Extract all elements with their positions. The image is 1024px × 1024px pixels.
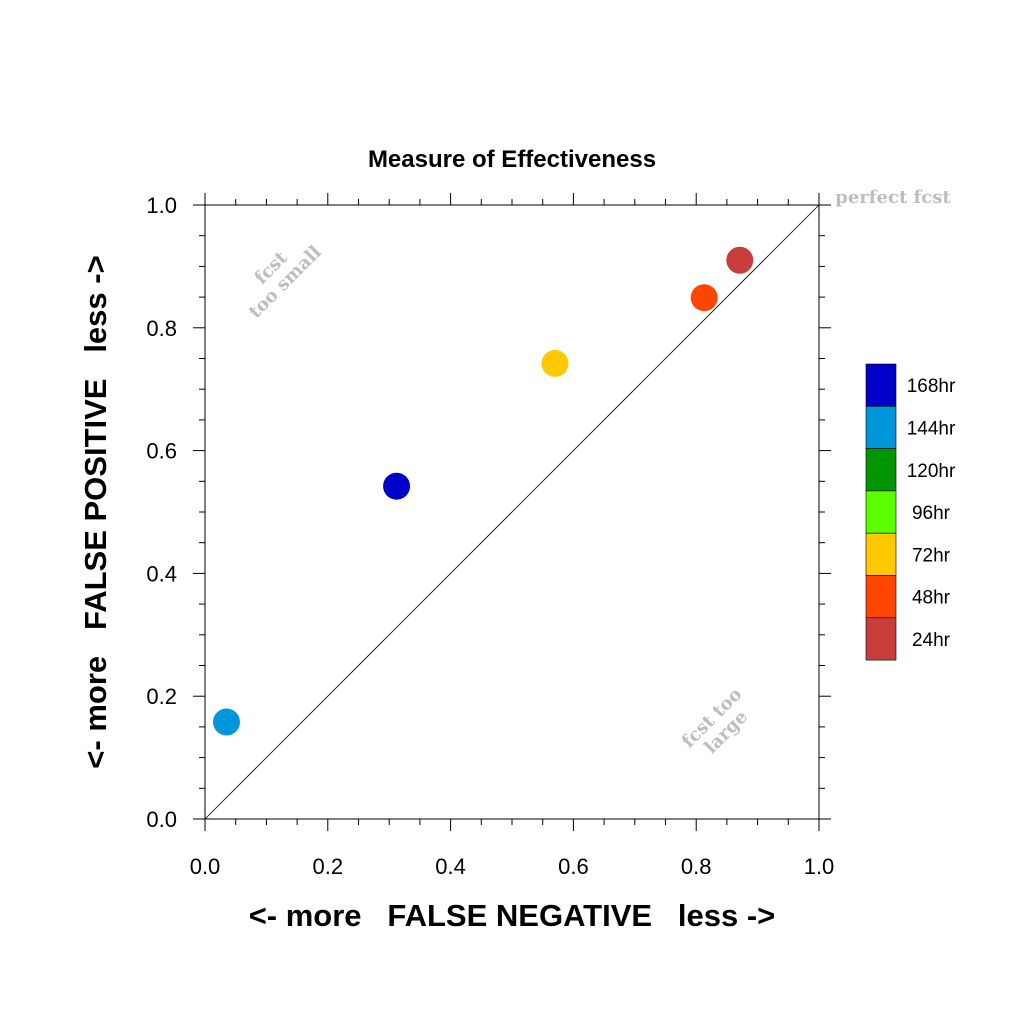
legend-label-48hr: 48hr <box>912 588 951 609</box>
annotation-fcst-too-small: fcst too small <box>245 242 326 323</box>
y-tick-label: 0.0 <box>146 807 177 832</box>
y-tick-label: 0.6 <box>146 439 177 464</box>
y-tick-label: 0.8 <box>146 316 177 341</box>
plot-area: 0.0 0.2 0.4 0.6 0.8 1.0 0.0 0.2 0.4 0.6 0.8 1.0 <box>146 193 834 879</box>
chart-title: Measure of Effectiveness <box>368 146 656 173</box>
x-axis-title: <- more FALSE NEGATIVE less -> <box>249 898 776 933</box>
legend-swatch-48hr <box>865 575 897 619</box>
x-tick-label: 0.0 <box>190 854 221 879</box>
point-48hr <box>690 284 718 312</box>
axis-ticks <box>193 193 831 831</box>
legend-label-96hr: 96hr <box>912 503 951 524</box>
y-tick-label: 0.4 <box>146 561 177 586</box>
legend-swatch-72hr <box>865 532 897 576</box>
perfect-forecast-diagonal <box>204 204 820 820</box>
data-points <box>212 246 754 736</box>
point-24hr <box>726 246 754 274</box>
legend-swatch-96hr <box>865 490 897 534</box>
y-axis-title: <- more FALSE POSITIVE less -> <box>78 255 113 768</box>
point-72hr <box>541 349 569 377</box>
x-tick-label: 0.8 <box>681 854 712 879</box>
y-tick-labels: 0.0 0.2 0.4 0.6 0.8 1.0 <box>146 193 177 832</box>
y-tick-label: 0.2 <box>146 684 177 709</box>
x-tick-label: 0.2 <box>313 854 344 879</box>
x-tick-label: 1.0 <box>804 854 835 879</box>
legend-swatch-144hr <box>865 405 897 449</box>
annotation-fcst-too-large: fcst too large <box>678 684 752 758</box>
legend-swatch-168hr <box>865 363 897 407</box>
annotation-too-small-line2: too small <box>245 242 326 323</box>
legend-swatch-24hr <box>865 617 897 661</box>
x-tick-label: 0.4 <box>435 854 466 879</box>
legend-label-168hr: 168hr <box>907 376 956 397</box>
legend-swatch-120hr <box>865 448 897 492</box>
point-168hr <box>383 472 411 500</box>
legend-label-144hr: 144hr <box>907 418 956 439</box>
legend-label-72hr: 72hr <box>912 545 951 566</box>
legend-label-24hr: 24hr <box>912 630 951 651</box>
legend-label-120hr: 120hr <box>907 461 956 482</box>
legend: 168hr 144hr 120hr 96hr 72hr 48hr 24hr <box>865 363 956 661</box>
y-tick-label: 1.0 <box>146 193 177 218</box>
annotation-perfect-fcst: perfect fcst <box>835 187 951 208</box>
x-tick-label: 0.6 <box>558 854 589 879</box>
point-144hr <box>212 708 240 736</box>
x-tick-labels: 0.0 0.2 0.4 0.6 0.8 1.0 <box>190 854 835 879</box>
